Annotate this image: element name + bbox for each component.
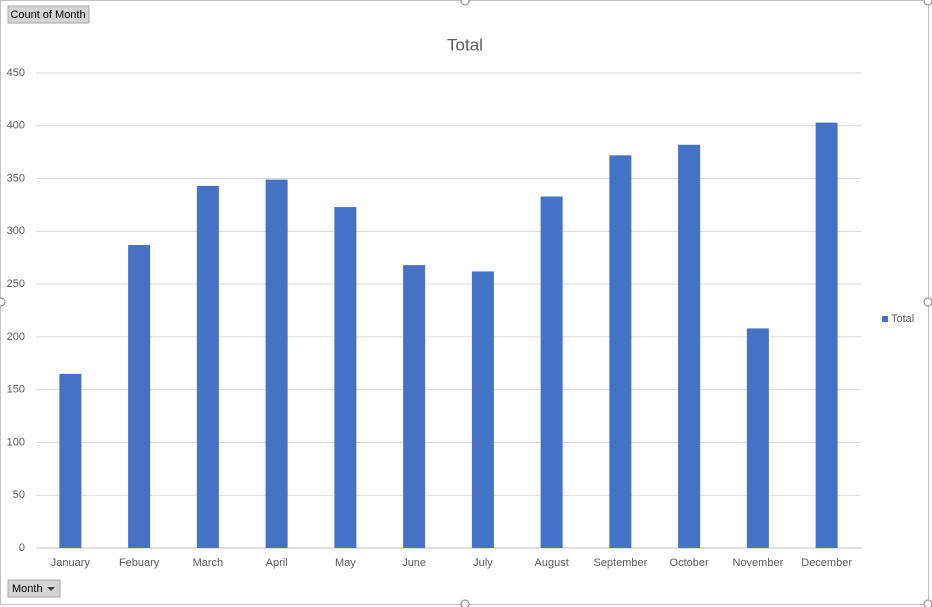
bar [196, 185, 219, 548]
bar [334, 207, 357, 549]
bar [128, 245, 151, 549]
bar [609, 155, 632, 549]
y-tick-label: 50 [13, 489, 25, 501]
bar [540, 196, 563, 548]
x-tick-label: December [801, 557, 852, 569]
y-tick-label: 0 [19, 542, 25, 554]
chart-title: Total [447, 35, 483, 54]
bar [471, 271, 494, 548]
resize-handle[interactable] [923, 297, 932, 307]
x-tick-label: July [473, 557, 493, 569]
bar [59, 373, 82, 548]
x-tick-label: May [335, 557, 356, 569]
y-tick-label: 300 [7, 225, 25, 237]
y-tick-label: 100 [7, 436, 25, 448]
resize-handle[interactable] [923, 0, 932, 6]
resize-handle[interactable] [460, 599, 470, 607]
legend-swatch [882, 316, 888, 322]
value-field-label: Count of Month [10, 9, 85, 21]
x-tick-label: January [51, 557, 91, 569]
y-tick-label: 450 [7, 67, 25, 79]
bar [265, 179, 288, 548]
value-field-button[interactable] [7, 5, 90, 24]
x-tick-label: June [402, 557, 426, 569]
x-tick-label: March [193, 557, 224, 569]
x-tick-label: August [535, 557, 569, 569]
y-tick-label: 250 [7, 278, 25, 290]
y-tick-label: 350 [7, 172, 25, 184]
resize-handle[interactable] [0, 297, 6, 307]
bar [403, 265, 426, 548]
y-tick-label: 400 [7, 120, 25, 132]
y-tick-label: 150 [7, 384, 25, 396]
x-tick-label: Febuary [119, 557, 160, 569]
dropdown-arrow[interactable] [47, 587, 55, 591]
axis-field-label: Month [12, 583, 43, 595]
x-tick-label: October [670, 557, 709, 569]
bar [815, 122, 838, 548]
x-tick-label: April [266, 557, 288, 569]
axis-field-button[interactable] [7, 579, 61, 598]
x-tick-label: November [733, 557, 784, 569]
bar [746, 328, 769, 548]
legend-label: Total [891, 313, 914, 325]
bar [678, 144, 701, 548]
x-tick-label: September [593, 557, 647, 569]
resize-handle[interactable] [460, 0, 470, 6]
y-tick-label: 200 [7, 331, 25, 343]
resize-handle[interactable] [923, 599, 932, 607]
